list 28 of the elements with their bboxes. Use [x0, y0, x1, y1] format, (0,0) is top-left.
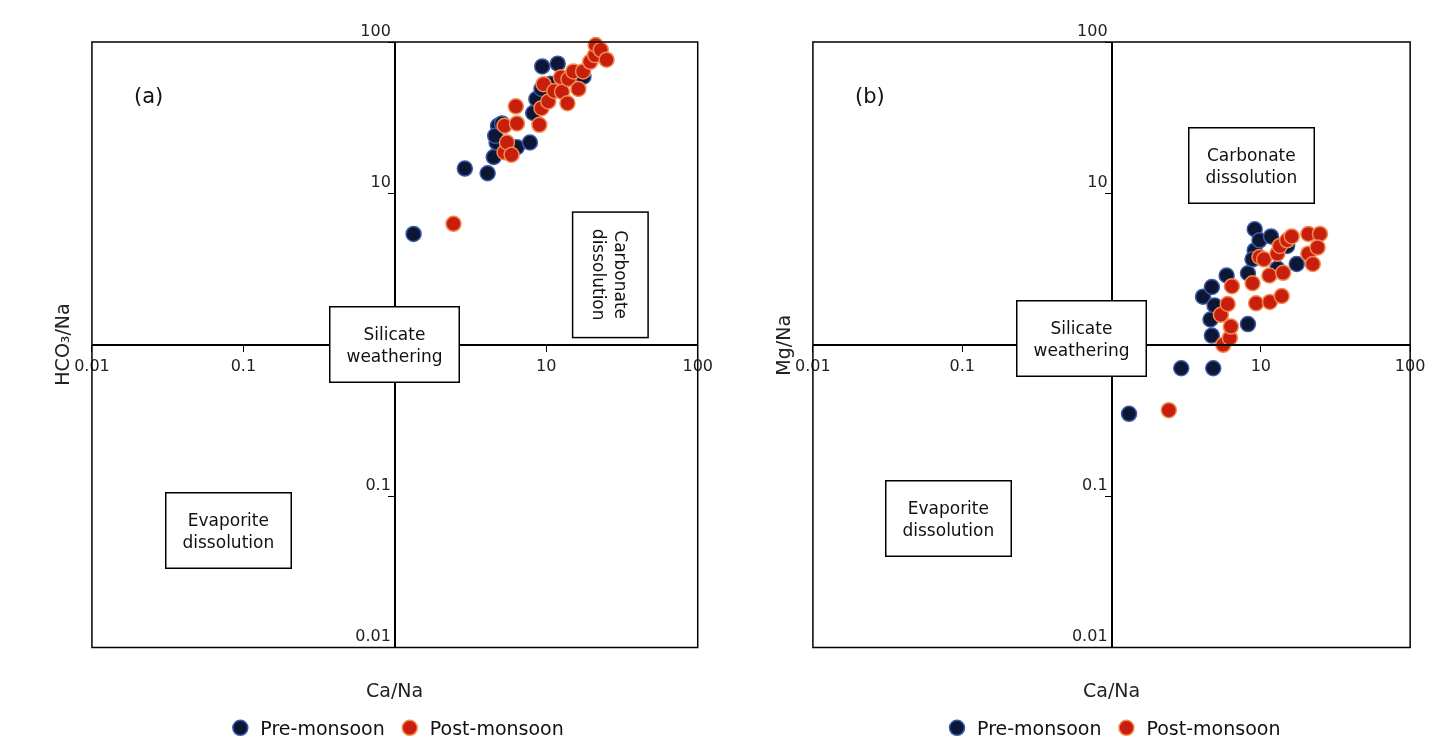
annotation: Carbonate dissolution — [589, 228, 632, 321]
annotation: (b) — [855, 84, 885, 108]
y-tick-label: 0.1 — [365, 475, 391, 495]
y-tick-label: 10 — [1087, 172, 1108, 192]
legend-label: Post-monsoon — [1146, 717, 1281, 740]
y-tick-label: 100 — [360, 20, 391, 40]
legend-label: Post-monsoon — [429, 717, 564, 740]
legend-label: Pre-monsoon — [260, 717, 385, 740]
x-tick-label: 10 — [1250, 355, 1272, 375]
x-tick-label: 0.1 — [230, 355, 257, 375]
x-tick-label: 10 — [536, 355, 557, 375]
legend-label: Pre-monsoon — [977, 717, 1102, 740]
y-axis-title: HCO₃/Na — [51, 303, 74, 386]
y-tick-label: 0.1 — [1082, 475, 1108, 495]
y-tick-label: 0.01 — [1071, 626, 1108, 646]
annotation: Silicate weathering — [1033, 317, 1130, 360]
y-tick-label: 0.01 — [355, 626, 391, 646]
annotation: Silicate weathering — [346, 323, 443, 366]
annotation: (a) — [134, 84, 164, 108]
y-tick-label: 100 — [1077, 20, 1108, 40]
x-tick-label: 0.1 — [949, 355, 975, 375]
y-tick-label: 10 — [370, 172, 391, 192]
x-axis-title: Ca/Na — [366, 679, 424, 701]
x-axis-title: Ca/Na — [1083, 679, 1141, 701]
y-axis-title: Mg/Na — [772, 314, 795, 376]
annotation: Carbonate dissolution — [1205, 144, 1298, 187]
annotation: Evaporite dissolution — [182, 509, 275, 552]
annotation: Evaporite dissolution — [902, 497, 995, 540]
